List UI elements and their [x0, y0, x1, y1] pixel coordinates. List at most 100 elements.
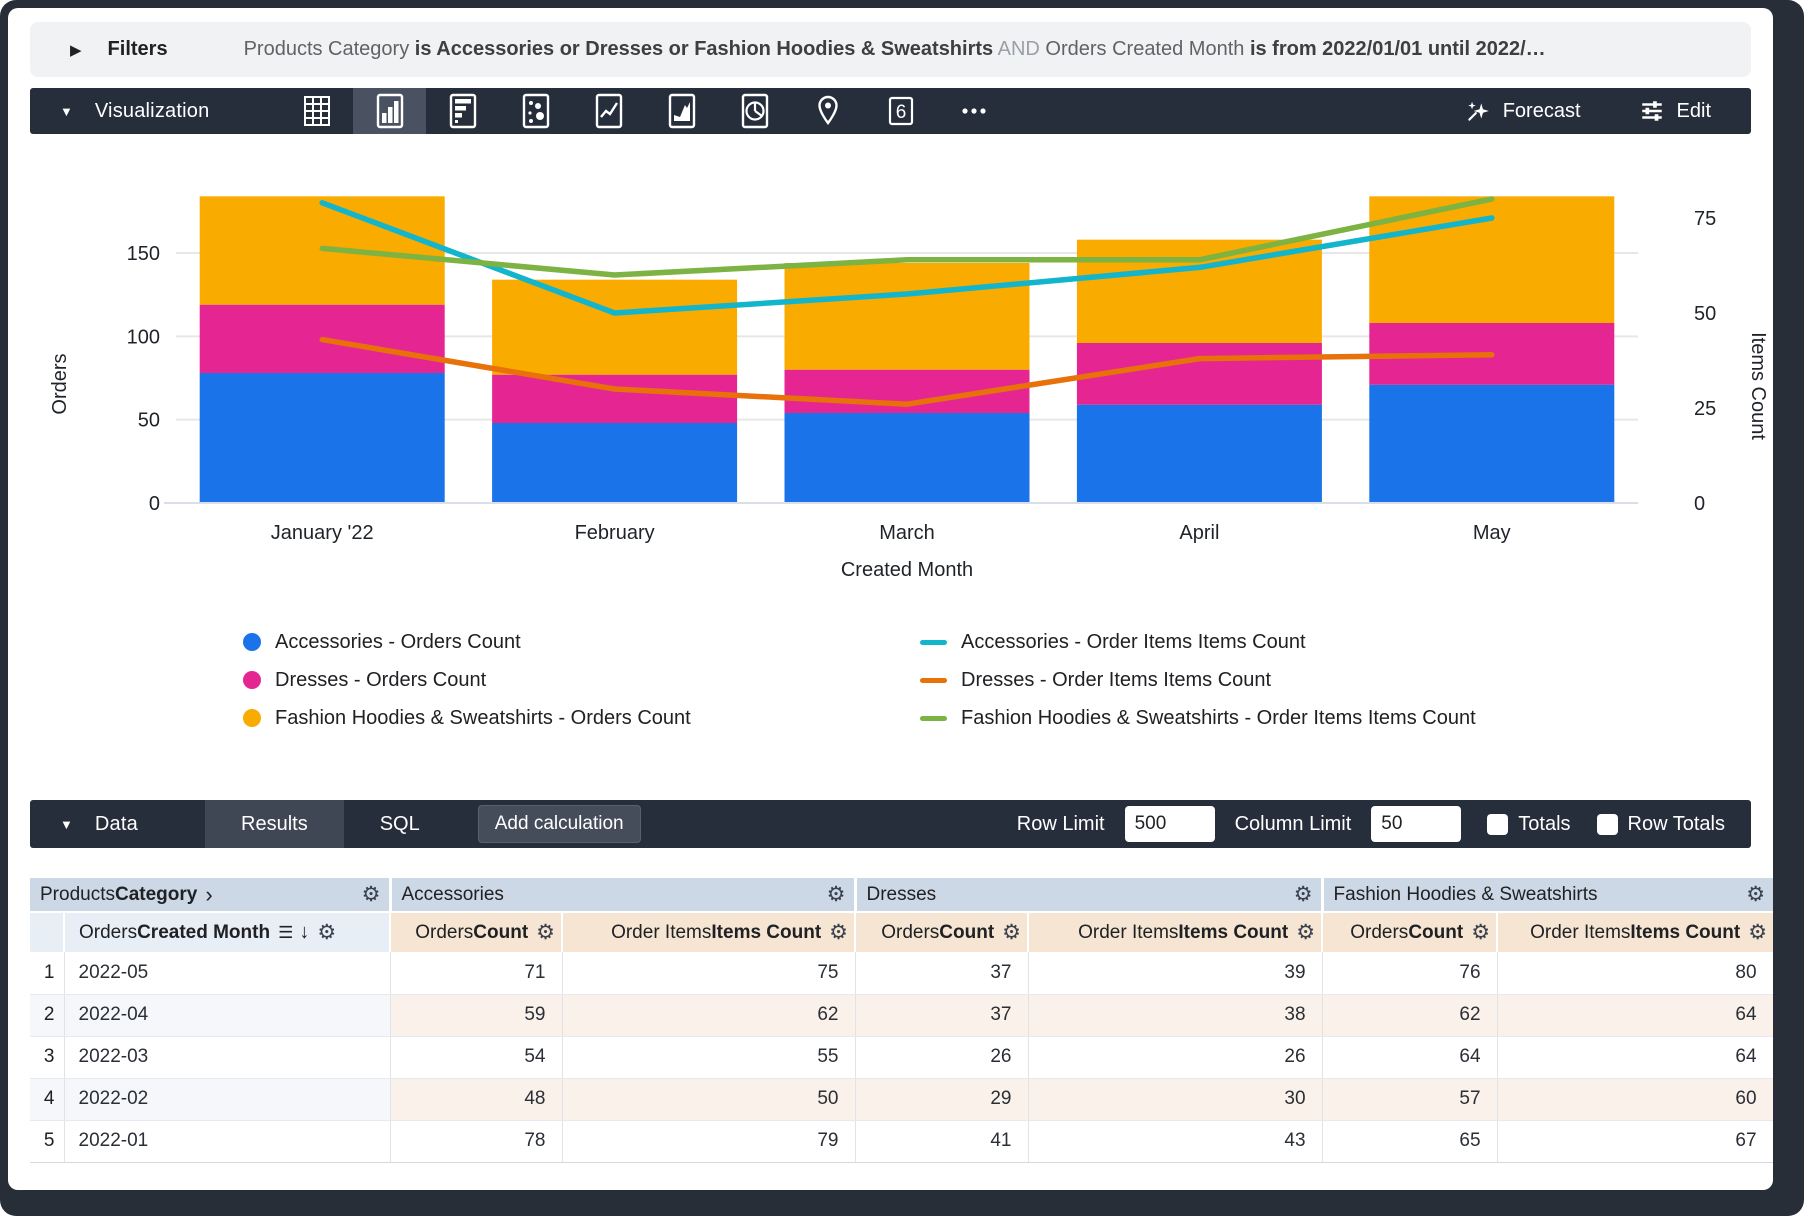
viz-type-scatter-button[interactable] — [499, 88, 572, 134]
column-header-group[interactable]: Dresses ⚙ — [853, 878, 1323, 913]
column-header-measure[interactable]: Order Items Items Count ⚙ — [1496, 912, 1773, 952]
measure-cell[interactable]: 29 — [855, 1078, 1029, 1121]
column-header-products-category[interactable]: Products Category › ⚙ — [30, 878, 390, 913]
column-gear-icon[interactable]: ⚙ — [829, 921, 848, 944]
column-header-measure[interactable]: Orders Count ⚙ — [389, 912, 562, 952]
column-header-measure[interactable]: Orders Count ⚙ — [1321, 912, 1498, 952]
dimension-cell[interactable]: 2022-01 — [64, 1120, 391, 1163]
measure-cell[interactable]: 62 — [562, 994, 856, 1037]
measure-cell[interactable]: 71 — [390, 952, 563, 995]
column-header-measure[interactable]: Order Items Items Count ⚙ — [561, 912, 855, 952]
subtotal-icon[interactable]: ☰ — [278, 922, 294, 942]
measure-cell[interactable]: 26 — [1028, 1036, 1323, 1079]
column-limit-input[interactable] — [1371, 806, 1462, 842]
measure-cell[interactable]: 62 — [1322, 994, 1498, 1037]
collapse-visualization-icon[interactable]: ▼ — [60, 103, 73, 119]
measure-cell[interactable]: 43 — [1028, 1120, 1323, 1163]
collapse-data-icon[interactable]: ▼ — [60, 816, 73, 832]
combo-chart[interactable]: 0 50 100 150 0 25 50 75 Orders Items Count January… — [8, 134, 1773, 604]
viz-type-area-chart-button[interactable] — [645, 88, 718, 134]
forecast-button[interactable]: Forecast — [1465, 98, 1581, 124]
bar-segment[interactable] — [1076, 404, 1322, 503]
filter-summary-text[interactable]: Products Category is Accessories or Dres… — [244, 38, 1725, 61]
measure-cell[interactable]: 78 — [390, 1120, 563, 1163]
row-totals-checkbox[interactable] — [1596, 813, 1618, 835]
measure-cell[interactable]: 75 — [562, 952, 856, 995]
measure-cell[interactable]: 38 — [1028, 994, 1323, 1037]
line-series[interactable] — [319, 196, 1495, 278]
bar-segment[interactable] — [1369, 384, 1615, 503]
bar-segment[interactable] — [1076, 239, 1322, 343]
viz-type-pie-chart-button[interactable] — [718, 88, 791, 134]
column-gear-icon[interactable]: ⚙ — [1748, 921, 1768, 944]
row-limit-input[interactable] — [1124, 806, 1215, 842]
column-gear-icon[interactable]: ⚙ — [361, 883, 381, 906]
line-series[interactable] — [319, 200, 1495, 316]
measure-cell[interactable]: 60 — [1497, 1078, 1773, 1121]
measure-cell[interactable]: 64 — [1322, 1036, 1498, 1079]
sort-descending-icon[interactable]: ↓ — [299, 921, 310, 943]
column-gear-icon[interactable]: ⚙ — [1471, 921, 1491, 944]
column-gear-icon[interactable]: ⚙ — [317, 921, 337, 944]
tab-sql[interactable]: SQL — [379, 812, 420, 835]
viz-type-line-chart-button[interactable] — [572, 88, 645, 134]
column-gear-icon[interactable]: ⚙ — [1296, 921, 1316, 944]
dimension-cell[interactable]: 2022-04 — [64, 994, 391, 1037]
column-header-measure[interactable]: Orders Count ⚙ — [854, 912, 1028, 952]
expand-filters-icon[interactable]: ▶ — [70, 41, 82, 59]
legend-label: Accessories - Order Items Items Count — [961, 630, 1306, 653]
measure-cell[interactable]: 64 — [1497, 1036, 1773, 1079]
measure-cell[interactable]: 50 — [562, 1078, 856, 1121]
measure-cell[interactable]: 57 — [1322, 1078, 1498, 1121]
tab-results[interactable]: Results — [205, 800, 344, 848]
viz-type-map-pin-button[interactable] — [791, 88, 864, 134]
column-gear-icon[interactable]: ⚙ — [826, 883, 846, 906]
measure-cell[interactable]: 80 — [1497, 952, 1773, 995]
totals-checkbox[interactable] — [1487, 813, 1509, 835]
column-gear-icon[interactable]: ⚙ — [1293, 883, 1313, 906]
measure-cell[interactable]: 30 — [1028, 1078, 1323, 1121]
column-gear-icon[interactable]: ⚙ — [1002, 921, 1021, 944]
viz-type-column-chart-button[interactable] — [353, 88, 426, 134]
column-gear-icon[interactable]: ⚙ — [1746, 883, 1766, 906]
bar-segment[interactable] — [492, 374, 738, 423]
measure-cell[interactable]: 26 — [855, 1036, 1029, 1079]
measure-cell[interactable]: 55 — [562, 1036, 856, 1079]
drill-chevron-icon[interactable]: › — [205, 881, 213, 907]
measure-cell[interactable]: 37 — [855, 994, 1029, 1037]
column-gear-icon[interactable]: ⚙ — [536, 921, 555, 944]
measure-cell[interactable]: 79 — [562, 1120, 856, 1163]
bar-segment[interactable] — [784, 413, 1030, 503]
bar-segment[interactable] — [492, 423, 738, 503]
viz-type-more-button[interactable] — [937, 88, 1010, 134]
viz-type-single-value-button[interactable]: 6 — [864, 88, 937, 134]
measure-cell[interactable]: 48 — [390, 1078, 563, 1121]
measure-cell[interactable]: 76 — [1322, 952, 1498, 995]
dimension-cell[interactable]: 2022-03 — [64, 1036, 391, 1079]
bar-segment[interactable] — [199, 373, 445, 503]
measure-cell[interactable]: 37 — [855, 952, 1029, 995]
viz-type-bar-chart-button[interactable] — [426, 88, 499, 134]
measure-cell[interactable]: 65 — [1322, 1120, 1498, 1163]
edit-button[interactable]: Edit — [1639, 98, 1711, 124]
measure-cell[interactable]: 39 — [1028, 952, 1323, 995]
column-header-measure[interactable]: Order Items Items Count ⚙ — [1026, 912, 1323, 952]
column-header-group[interactable]: Accessories ⚙ — [388, 878, 855, 913]
measure-cell[interactable]: 41 — [855, 1120, 1029, 1163]
add-calculation-button[interactable]: Add calculation — [477, 805, 641, 843]
bar-segment[interactable] — [784, 263, 1030, 370]
legend-item: Fashion Hoodies & Sweatshirts - Orders C… — [243, 707, 691, 729]
forecast-sparkle-icon — [1467, 101, 1489, 121]
measure-cell[interactable]: 64 — [1497, 994, 1773, 1037]
viz-type-table-button[interactable] — [280, 88, 353, 134]
line-series[interactable] — [319, 336, 1495, 407]
dimension-cell[interactable]: 2022-02 — [64, 1078, 391, 1121]
measure-cell[interactable]: 67 — [1497, 1120, 1773, 1163]
filters-bar[interactable]: ▶ Filters Products Category is Accessori… — [30, 22, 1751, 77]
bar-segment[interactable] — [492, 279, 738, 375]
column-header-group[interactable]: Fashion Hoodies & Sweatshirts ⚙ — [1320, 878, 1773, 913]
measure-cell[interactable]: 59 — [390, 994, 563, 1037]
dimension-cell[interactable]: 2022-05 — [64, 952, 391, 995]
measure-cell[interactable]: 54 — [390, 1036, 563, 1079]
column-header-orders-created-month[interactable]: Orders Created Month ☰ ↓ ⚙ — [63, 912, 390, 952]
